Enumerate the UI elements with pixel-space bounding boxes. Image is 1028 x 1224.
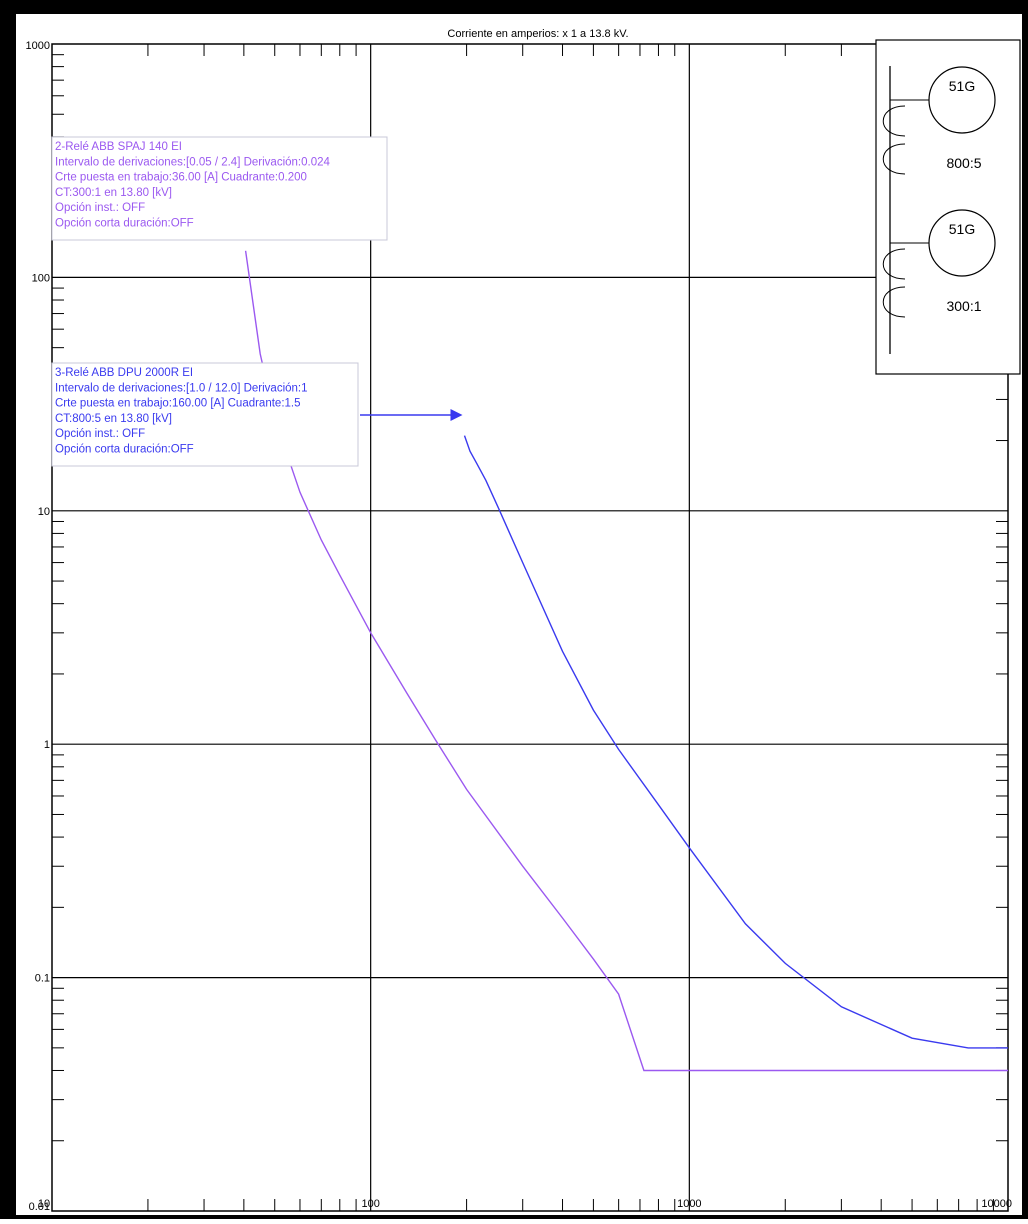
grid: [52, 44, 1008, 1211]
annotation-line: 2-Relé ABB SPAJ 140 EI: [55, 141, 182, 153]
relay-label: 51G: [949, 221, 975, 237]
y-tick-label: 1: [44, 739, 50, 751]
relay-circle: [928, 209, 996, 277]
ct-ratio: 300:1: [946, 298, 981, 314]
ct-coil-upper: [882, 105, 906, 137]
series-curves: [244, 250, 1008, 1072]
annotation-line: CT:300:1 en 13.80 [kV]: [55, 187, 172, 199]
annotation-box-2: [51, 362, 359, 467]
tick-labels: 10 100 1000 10000 0.01 0.1 1 10 100 1000: [26, 40, 1012, 1213]
y-tick-label: 10: [38, 506, 50, 518]
annotation-line: Opción corta duración:OFF: [55, 444, 194, 456]
x-tick-label: 1000: [677, 1198, 701, 1210]
y-tick-label: 100: [32, 272, 50, 284]
annotation-line: Crte puesta en trabajo:160.00 [A] Cuadra…: [55, 398, 301, 410]
pickup-arrow: [360, 409, 463, 421]
annotation-line: Intervalo de derivaciones:[0.05 / 2.4] D…: [55, 156, 330, 168]
annotation-line: CT:800:5 en 13.80 [kV]: [55, 413, 172, 425]
series-curve-1: [244, 250, 1008, 1072]
series-curve-2: [463, 435, 1008, 1049]
ct-coil-lower: [882, 286, 906, 318]
x-tick-label: 100: [361, 1198, 379, 1210]
relay-label: 51G: [949, 78, 975, 94]
annotation-line: Opción inst.: OFF: [55, 428, 145, 440]
ct-coil-lower: [882, 143, 906, 175]
y-tick-label: 0.01: [29, 1201, 50, 1213]
relay-annotations: 2-Relé ABB SPAJ 140 EI Intervalo de deriv…: [51, 136, 388, 467]
y-tick-label: 1000: [26, 40, 50, 52]
annotation-line: Opción corta duración:OFF: [55, 218, 194, 230]
annotation-line: Opción inst.: OFF: [55, 202, 145, 214]
annotation-line: Crte puesta en trabajo:36.00 [A] Cuadran…: [55, 172, 307, 184]
relay-circle: [928, 66, 996, 134]
annotation-line: 3-Relé ABB DPU 2000R EI: [55, 367, 193, 379]
ct-coil-upper: [882, 248, 906, 280]
x-tick-label: 10000: [981, 1198, 1012, 1210]
chart-title: Corriente en amperios: x 1 a 13.8 kV.: [447, 28, 628, 40]
annotation-line: Intervalo de derivaciones:[1.0 / 12.0] D…: [55, 382, 308, 394]
oneline-diagram: 51G 800:5 51G 300:1: [875, 39, 1021, 375]
y-tick-label: 0.1: [35, 973, 50, 985]
ct-ratio: 800:5: [946, 155, 981, 171]
annotation-box-1: [51, 136, 388, 241]
x-tick-label: 10: [38, 1198, 50, 1210]
arrow-head: [450, 409, 463, 421]
